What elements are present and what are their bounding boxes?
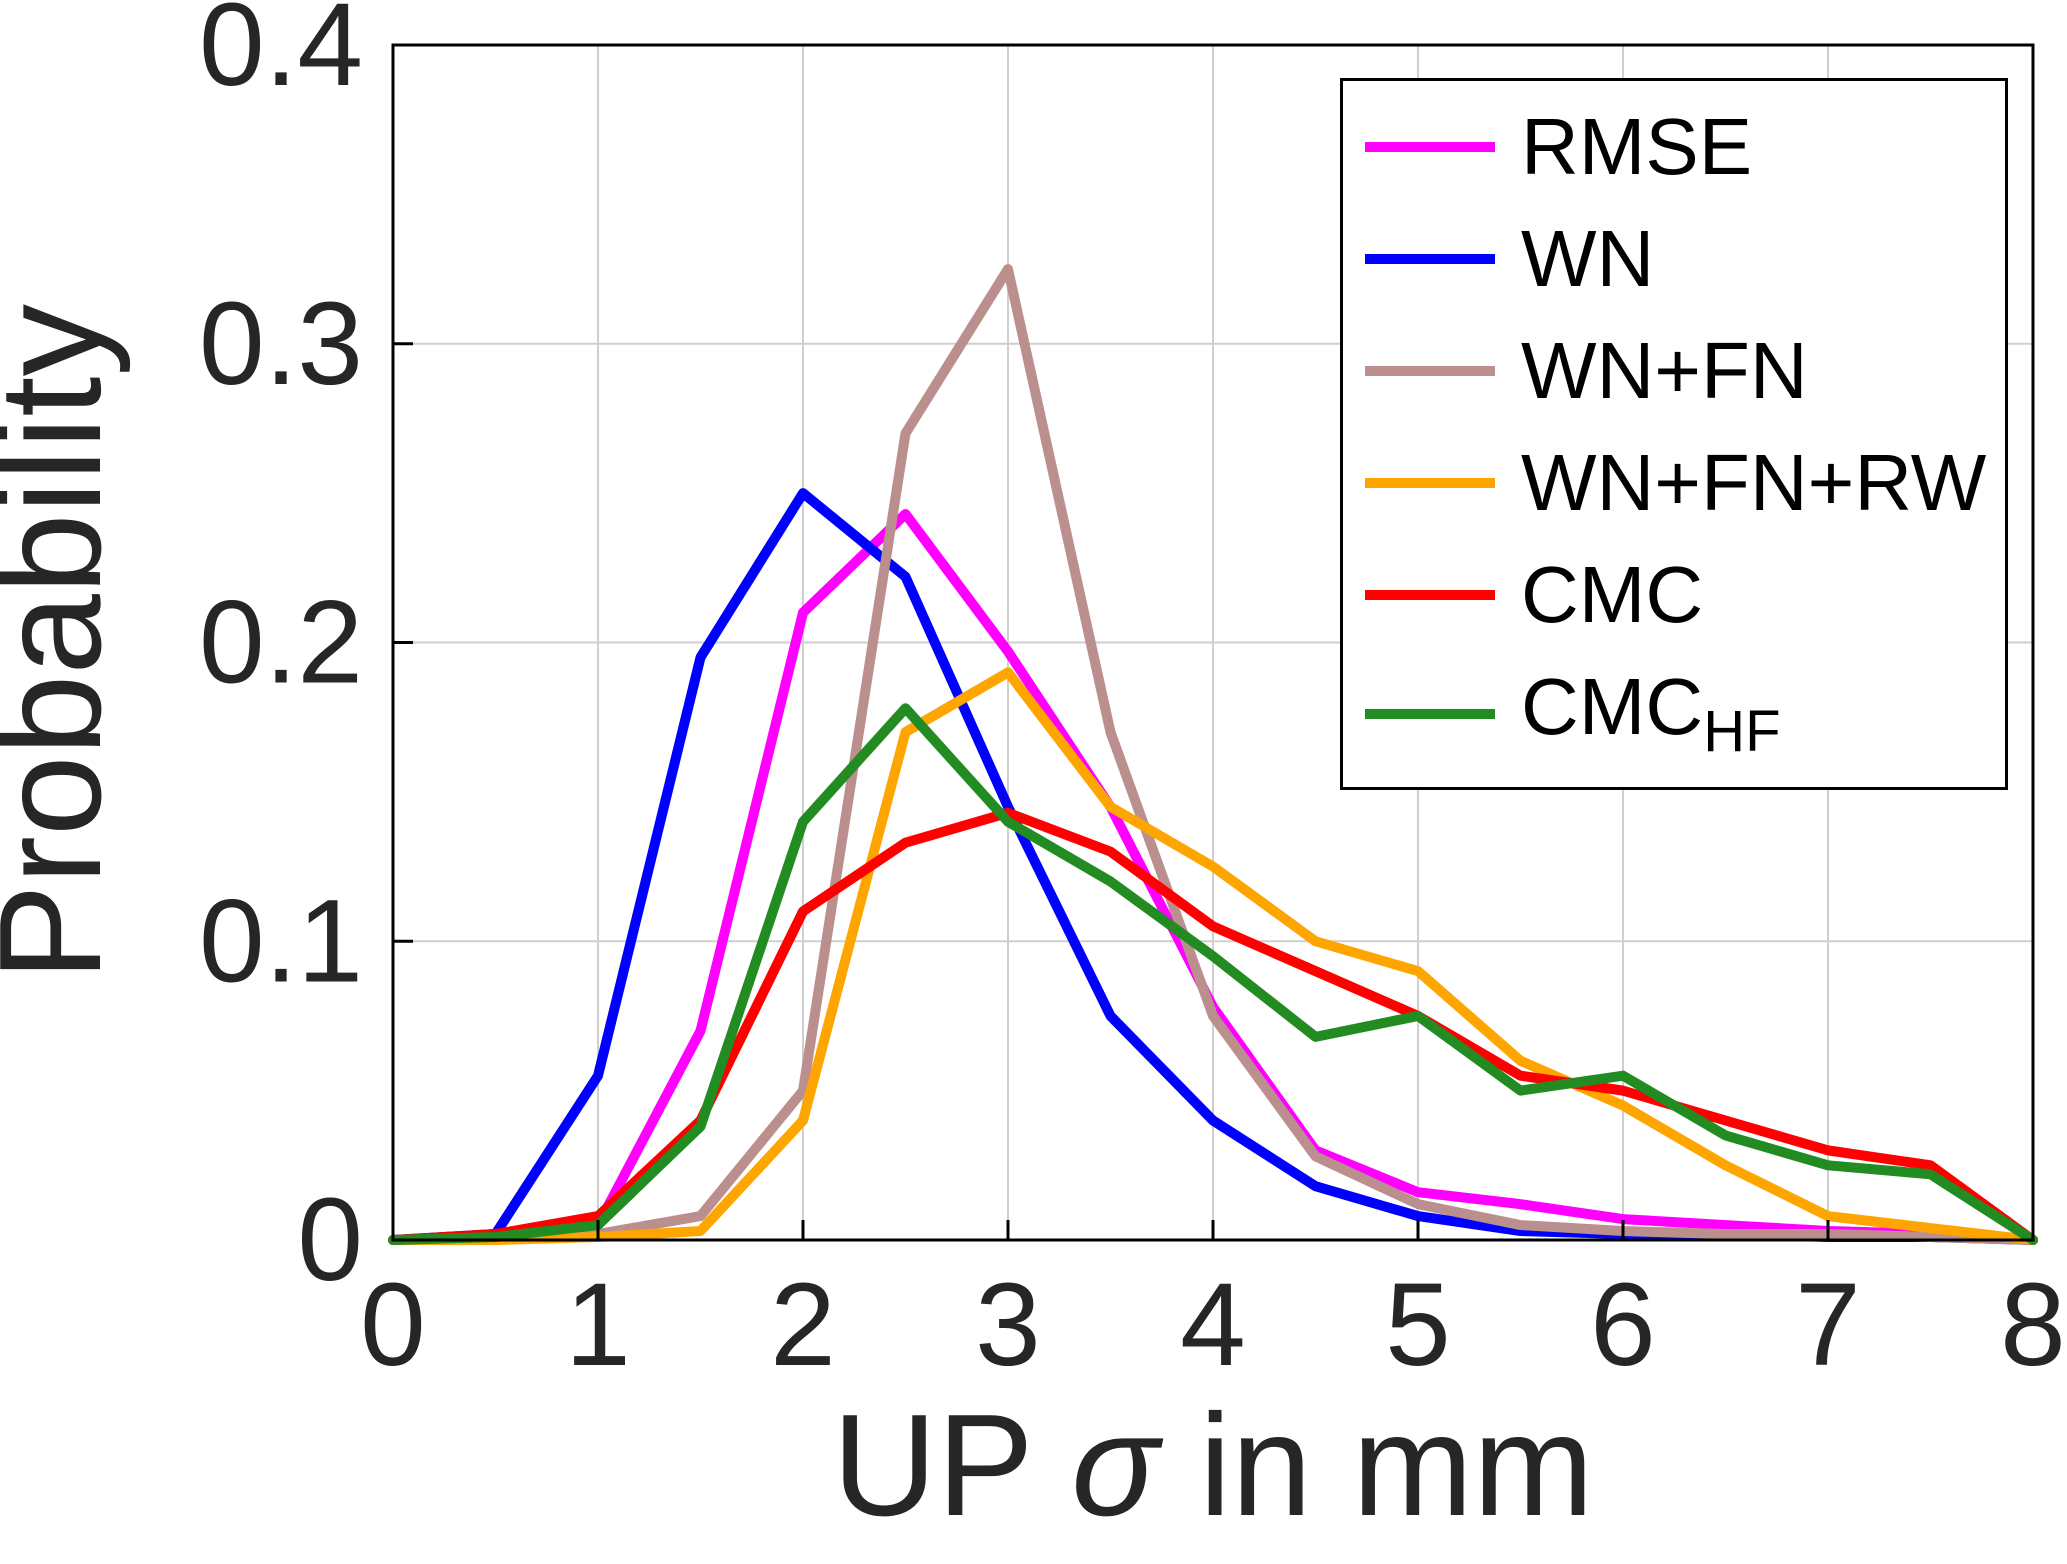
legend-line-sample-rmse — [1365, 142, 1495, 152]
legend-line-sample-wn-fn-rw — [1365, 478, 1495, 488]
legend-label-text: WN+FN — [1521, 326, 1808, 415]
x-tick-label: 5 — [1385, 1259, 1451, 1391]
legend-label-wn-fn-rw: WN+FN+RW — [1521, 443, 1986, 523]
legend-item-cmc: CMC — [1365, 555, 1995, 635]
y-tick-label: 0.2 — [199, 577, 363, 709]
series-line-cmc — [388, 807, 2038, 1245]
x-tick-label: 3 — [975, 1259, 1041, 1391]
legend-label-text: CMC — [1521, 550, 1704, 639]
x-tick-label: 0 — [360, 1259, 426, 1391]
legend-label-subscript: HF — [1703, 699, 1781, 764]
legend-label-text: CMC — [1521, 662, 1704, 751]
x-axis-label-post: in mm — [1159, 1384, 1594, 1546]
x-axis-label: UP σ in mm — [832, 1384, 1594, 1546]
legend-line-sample-wn-fn — [1365, 366, 1495, 376]
x-tick-label: 7 — [1795, 1259, 1861, 1391]
legend-label-cmc-hf: CMCHF — [1521, 667, 1781, 761]
legend-label-text: WN — [1521, 214, 1655, 303]
legend-item-cmc-hf: CMCHF — [1365, 667, 1995, 761]
legend-item-wn-fn: WN+FN — [1365, 331, 1995, 411]
legend-item-rmse: RMSE — [1365, 107, 1995, 187]
legend-label-cmc: CMC — [1521, 555, 1703, 635]
legend-label-text: RMSE — [1521, 102, 1753, 191]
legend-item-wn: WN — [1365, 219, 1995, 299]
x-tick-label: 8 — [2000, 1259, 2066, 1391]
x-axis-label-pre: UP — [832, 1384, 1071, 1546]
legend-line-sample-cmc — [1365, 590, 1495, 600]
legend-line-sample-wn — [1365, 254, 1495, 264]
legend: RMSE WN WN+FN WN+FN+RW CMC CMCHF — [1340, 78, 2008, 790]
legend-line-sample-cmc-hf — [1365, 709, 1495, 719]
series-line-cmc-hf — [388, 703, 2038, 1245]
y-tick-label: 0.1 — [199, 875, 363, 1007]
series-line-wn-fn — [388, 264, 2038, 1245]
sigma-symbol: σ — [1071, 1384, 1163, 1546]
legend-label-wn: WN — [1521, 219, 1654, 299]
legend-label-text: WN+FN+RW — [1521, 438, 1987, 527]
y-tick-label: 0.3 — [199, 278, 363, 410]
y-tick-label: 0.4 — [199, 0, 363, 111]
x-tick-label: 2 — [770, 1259, 836, 1391]
legend-label-wn-fn: WN+FN — [1521, 331, 1808, 411]
x-tick-label: 1 — [565, 1259, 631, 1391]
x-tick-label: 4 — [1180, 1259, 1246, 1391]
series-line-wn-fn-rw — [388, 667, 2038, 1245]
legend-item-wn-fn-rw: WN+FN+RW — [1365, 443, 1995, 523]
x-tick-label: 6 — [1590, 1259, 1656, 1391]
y-axis-label: Probability — [0, 304, 131, 981]
y-tick-label: 0 — [297, 1174, 363, 1306]
legend-label-rmse: RMSE — [1521, 107, 1752, 187]
